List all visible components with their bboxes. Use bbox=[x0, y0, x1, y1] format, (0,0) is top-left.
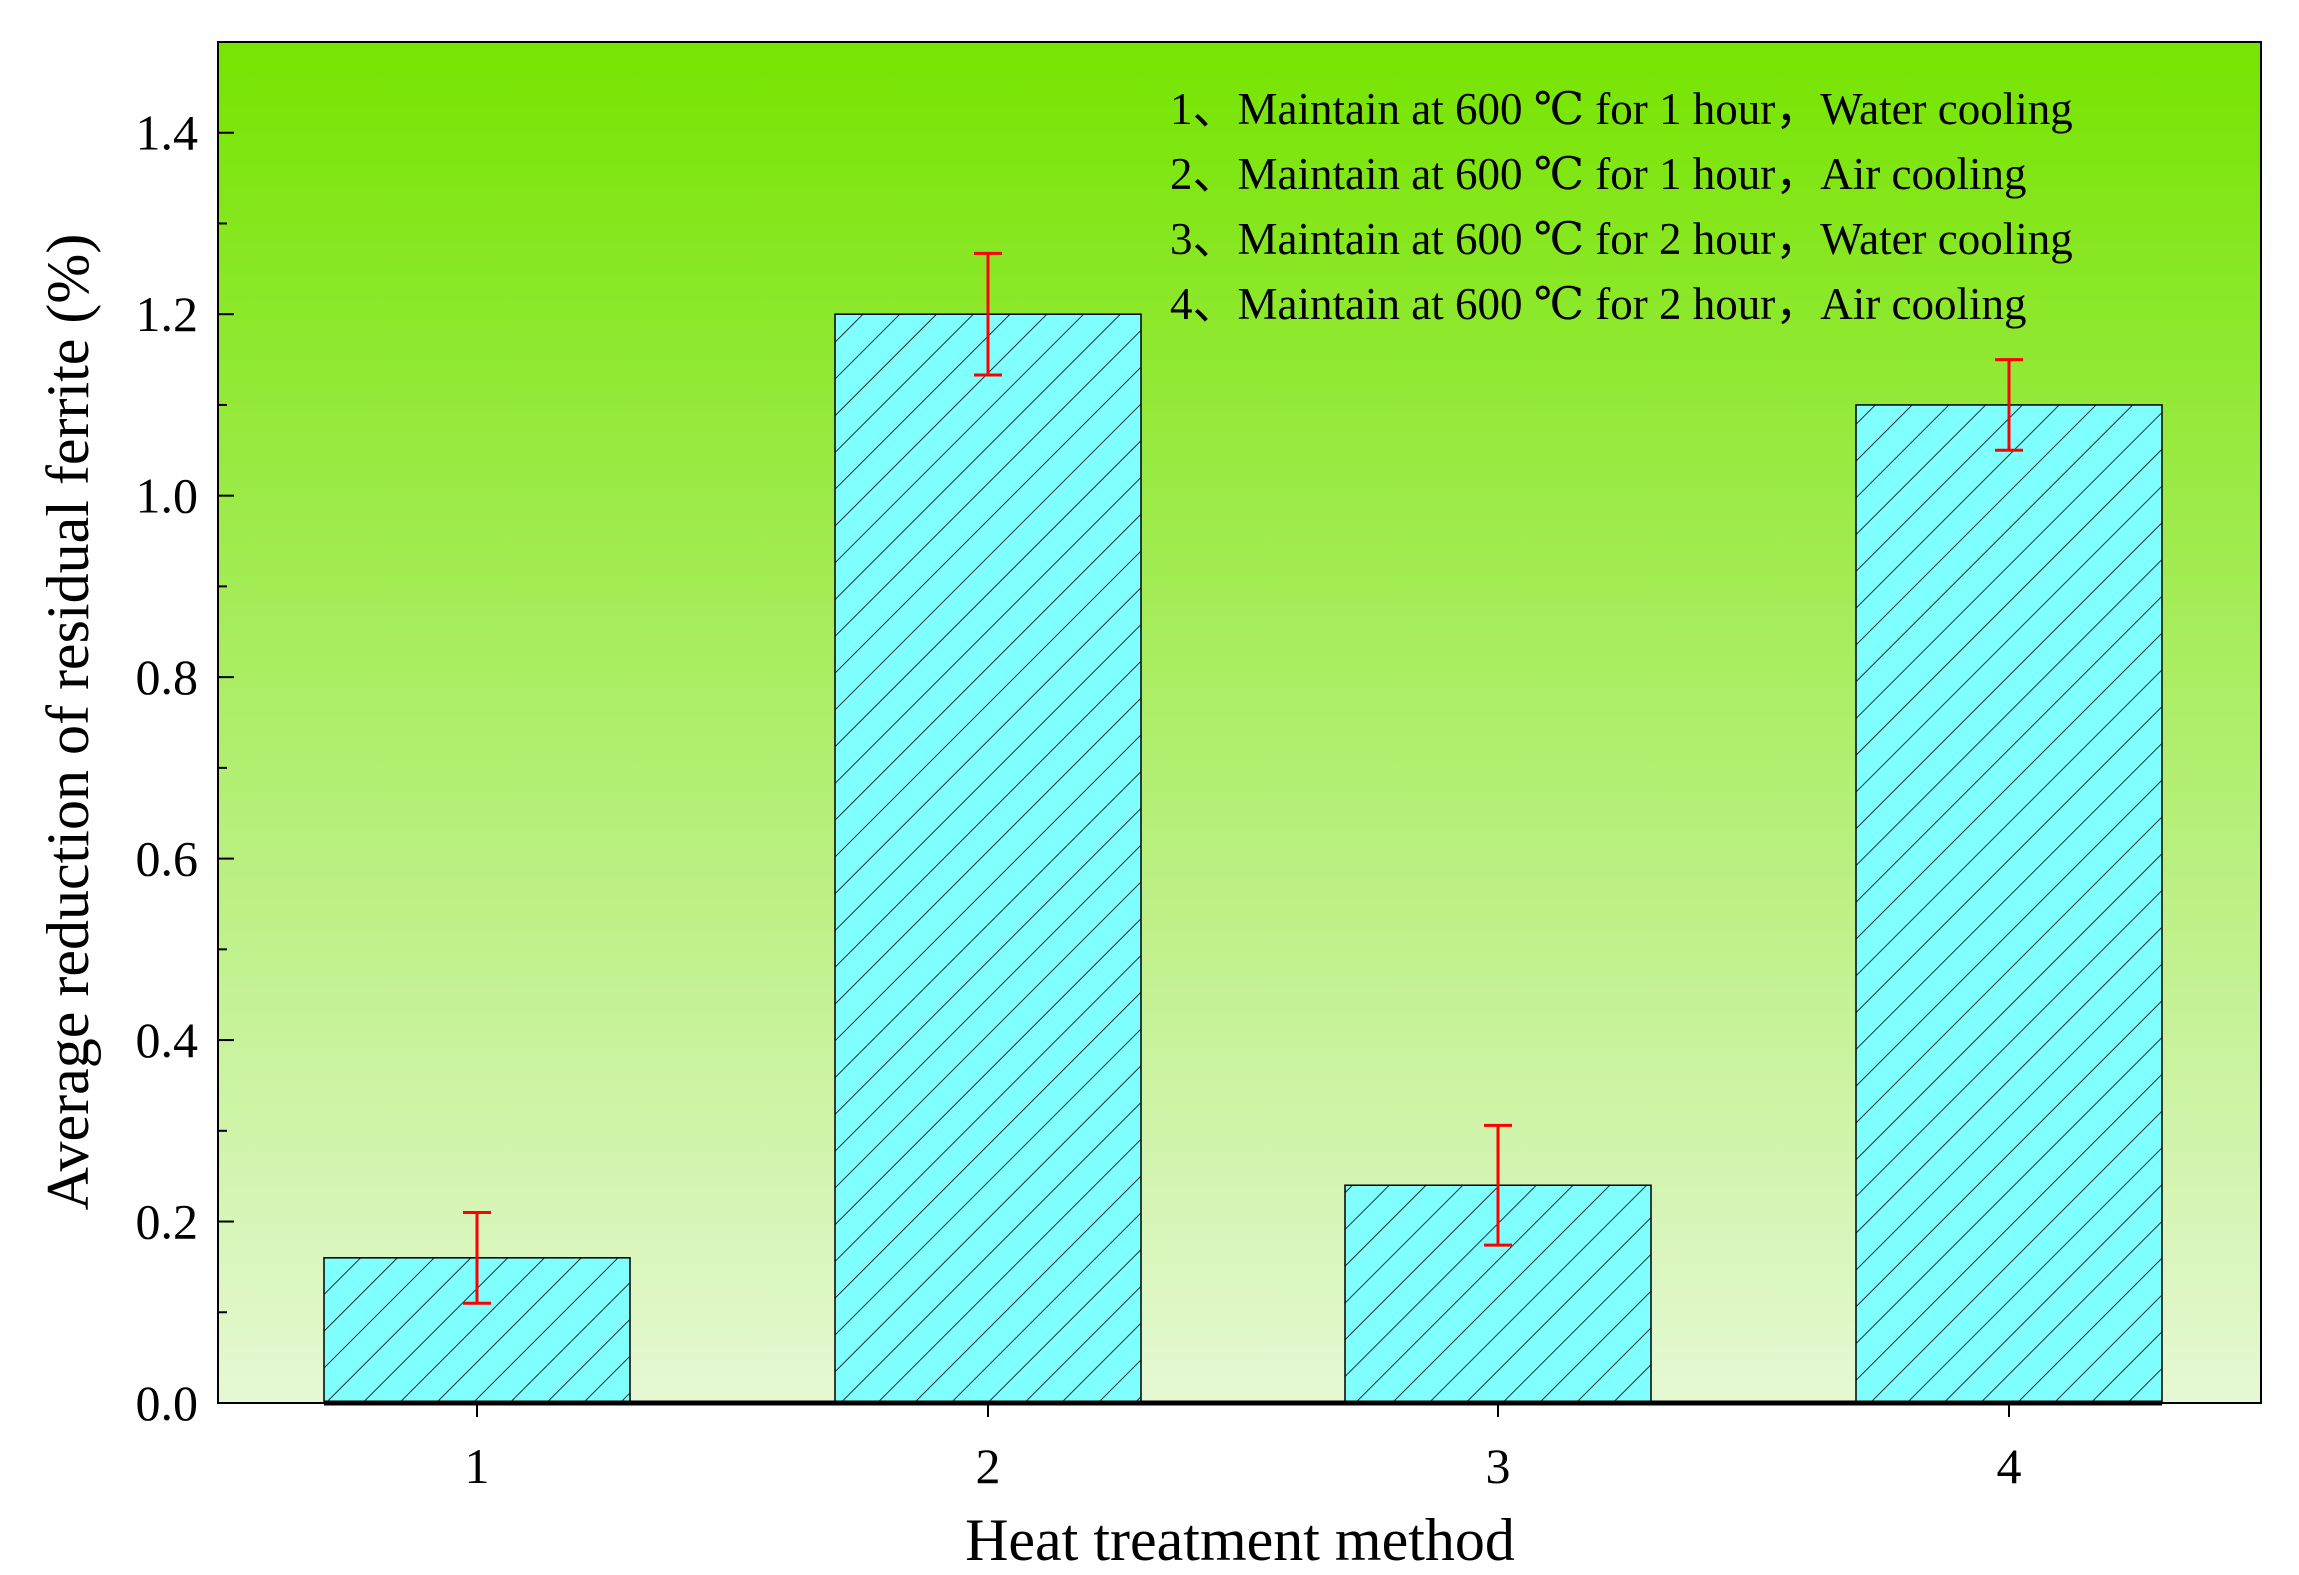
x-tick-label: 3 bbox=[1486, 1438, 1511, 1494]
bar-4 bbox=[1855, 404, 2163, 1404]
y-tick-label: 1.2 bbox=[136, 286, 199, 342]
legend-entry-2: 2、Maintain at 600 ℃ for 1 hour，Air cooli… bbox=[1170, 149, 2026, 199]
x-tick-label: 2 bbox=[976, 1438, 1001, 1494]
y-axis-title: Average reduction of residual ferrite (%… bbox=[35, 234, 101, 1211]
plot-frame bbox=[217, 41, 2262, 1404]
y-tick-label: 0.8 bbox=[136, 649, 199, 705]
x-tick-label: 4 bbox=[1997, 1438, 2022, 1494]
error-bars bbox=[463, 251, 2023, 1305]
legend-entry-4: 4、Maintain at 600 ℃ for 2 hour，Air cooli… bbox=[1170, 279, 2026, 329]
x-tick-label: 1 bbox=[465, 1438, 490, 1494]
legend-entry-1: 1、Maintain at 600 ℃ for 1 hour，Water coo… bbox=[1170, 84, 2073, 134]
error-bar-3 bbox=[1484, 1123, 1512, 1247]
bars bbox=[323, 313, 2163, 1406]
legend-entry-3: 3、Maintain at 600 ℃ for 2 hour，Water coo… bbox=[1170, 214, 2073, 264]
y-tick-label: 1.0 bbox=[136, 468, 199, 524]
y-tick-label: 0.6 bbox=[136, 831, 199, 887]
y-tick-label: 1.4 bbox=[136, 105, 199, 161]
legend: 1、Maintain at 600 ℃ for 1 hour，Water coo… bbox=[1170, 84, 2073, 329]
x-axis-ticks: 1 2 3 4 bbox=[465, 1403, 2022, 1494]
x-axis-title: Heat treatment method bbox=[965, 1507, 1515, 1573]
y-axis-ticks: 0.0 0.2 0.4 0.6 0.8 1.0 1.2 1.4 bbox=[136, 105, 234, 1431]
bar-2 bbox=[834, 313, 1142, 1404]
error-bar-1 bbox=[463, 1210, 491, 1305]
error-bar-4 bbox=[1995, 358, 2023, 452]
y-tick-label: 0.4 bbox=[136, 1012, 199, 1068]
error-bar-2 bbox=[974, 251, 1002, 377]
y-tick-label: 0.2 bbox=[136, 1194, 199, 1250]
y-tick-label: 0.0 bbox=[136, 1375, 199, 1431]
